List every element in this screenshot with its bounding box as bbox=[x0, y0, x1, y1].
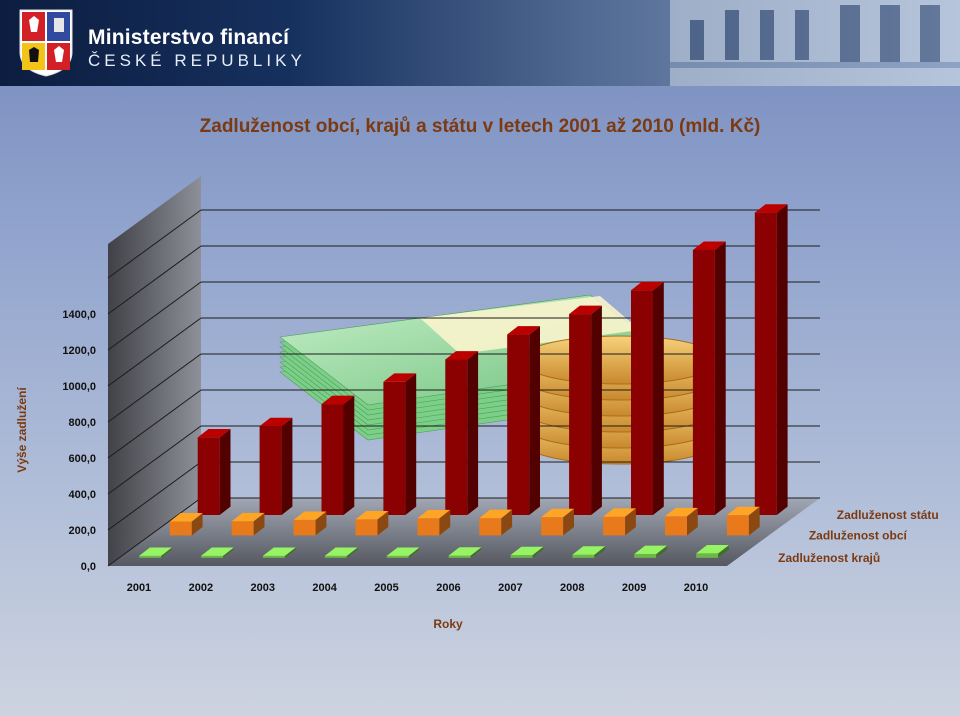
bar-state bbox=[507, 326, 540, 515]
bar-regions bbox=[201, 547, 234, 558]
bar-state bbox=[754, 204, 788, 515]
gridline-side bbox=[107, 461, 202, 531]
bar-regions bbox=[139, 547, 172, 558]
bar-municipalities bbox=[355, 511, 389, 536]
building-image bbox=[670, 0, 960, 86]
x-tick-label: 2008 bbox=[560, 582, 584, 594]
x-tick-label: 2005 bbox=[374, 582, 398, 594]
bar-municipalities bbox=[665, 507, 698, 536]
bar-state bbox=[321, 395, 355, 515]
bar-state bbox=[259, 417, 293, 515]
y-tick-label: 1000,0 bbox=[62, 381, 96, 393]
bar-regions bbox=[634, 545, 668, 558]
gridline-side bbox=[107, 245, 202, 315]
gridline-side bbox=[107, 281, 202, 351]
gridline-side bbox=[107, 425, 202, 495]
bar-regions bbox=[324, 547, 358, 558]
bar-state bbox=[383, 373, 417, 515]
bar-state bbox=[692, 241, 726, 516]
bar-regions bbox=[448, 547, 482, 558]
x-tick-label: 2006 bbox=[436, 582, 460, 594]
gridline-side bbox=[107, 317, 202, 387]
x-tick-label: 2003 bbox=[251, 582, 275, 594]
bar-regions bbox=[262, 547, 296, 558]
bar-regions bbox=[696, 544, 730, 558]
header-banner: Ministerstvo financí ČESKÉ REPUBLIKY bbox=[0, 0, 960, 86]
gridline-side bbox=[107, 497, 202, 567]
y-tick-label: 1400,0 bbox=[62, 309, 96, 321]
x-tick-label: 2004 bbox=[312, 582, 337, 594]
y-tick-label: 400,0 bbox=[68, 489, 96, 501]
bar-state bbox=[197, 428, 231, 515]
bar-state bbox=[445, 351, 479, 515]
y-axis-label: Výše zadlužení bbox=[15, 387, 29, 473]
x-tick-label: 2001 bbox=[127, 582, 151, 594]
gridline-side bbox=[107, 209, 202, 279]
bar-state bbox=[631, 281, 664, 515]
bar-regions bbox=[510, 546, 544, 558]
x-tick-label: 2009 bbox=[622, 582, 646, 594]
bar-municipalities bbox=[417, 509, 451, 536]
y-tick-label: 1200,0 bbox=[62, 345, 96, 357]
x-tick-label: 2002 bbox=[189, 582, 213, 594]
chart-side-wall bbox=[108, 176, 201, 566]
series-label: Zadluženost obcí bbox=[809, 528, 908, 542]
y-tick-label: 800,0 bbox=[68, 417, 96, 429]
bar-municipalities bbox=[603, 508, 636, 536]
series-label: Zadluženost krajů bbox=[778, 551, 880, 565]
y-tick-label: 200,0 bbox=[68, 525, 96, 537]
x-axis-label: Roky bbox=[433, 617, 463, 631]
x-tick-label: 2007 bbox=[498, 582, 522, 594]
bar-regions bbox=[572, 546, 606, 558]
bar-municipalities bbox=[231, 512, 265, 536]
bar-regions bbox=[386, 547, 420, 558]
x-tick-label: 2010 bbox=[684, 582, 708, 594]
ministry-name: Ministerstvo financí bbox=[88, 26, 290, 49]
bar-municipalities bbox=[479, 509, 513, 536]
bar-municipalities bbox=[726, 506, 760, 536]
y-tick-label: 0,0 bbox=[81, 561, 96, 573]
bar-municipalities bbox=[293, 511, 327, 536]
bar-state bbox=[569, 305, 602, 515]
chart-title: Zadluženost obcí, krajů a státu v letech… bbox=[199, 116, 761, 137]
bar-municipalities bbox=[169, 513, 203, 536]
gridline-side bbox=[107, 389, 202, 459]
bar-municipalities bbox=[541, 508, 574, 536]
coat-of-arms-icon bbox=[19, 9, 73, 77]
y-tick-label: 600,0 bbox=[68, 453, 96, 465]
series-label: Zadluženost státu bbox=[837, 508, 939, 522]
ministry-country: ČESKÉ REPUBLIKY bbox=[88, 51, 306, 70]
gridline-side bbox=[107, 353, 202, 423]
